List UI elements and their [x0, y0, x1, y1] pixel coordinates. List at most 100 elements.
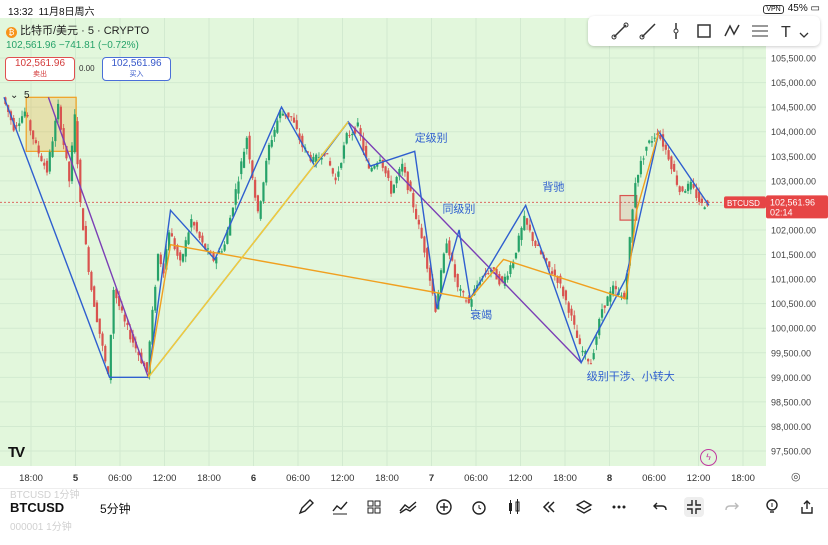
candle-body — [337, 171, 340, 177]
price-tick-label: 100,000.00 — [771, 324, 816, 334]
candle-body — [595, 336, 598, 345]
candle-body — [315, 154, 318, 164]
candle-body — [395, 176, 398, 184]
candle-body — [348, 135, 351, 137]
fib-tool-icon[interactable] — [750, 21, 770, 41]
svg-text:T: T — [781, 24, 791, 41]
candle-body — [492, 267, 495, 270]
pen-icon[interactable] — [296, 497, 316, 517]
candle-body — [642, 158, 645, 160]
candle-body — [359, 128, 362, 137]
candle-body — [129, 329, 132, 340]
candle-body — [648, 140, 651, 143]
redo-icon[interactable] — [722, 497, 742, 517]
chevron-down-icon[interactable] — [798, 21, 810, 41]
share-icon[interactable] — [797, 497, 817, 517]
fullscreen-exit-icon[interactable] — [684, 497, 704, 517]
candle-body — [434, 295, 437, 312]
candle-body — [115, 288, 118, 299]
candle-body — [240, 161, 243, 175]
candle-body — [661, 134, 665, 147]
candle-body — [686, 183, 690, 191]
candle-body — [678, 186, 681, 193]
templates-icon[interactable] — [364, 497, 384, 517]
undo-icon[interactable] — [650, 497, 670, 517]
candle-body — [684, 190, 687, 193]
candle-body — [204, 243, 207, 250]
buy-price: 102,561.96 — [111, 58, 162, 69]
symbol-selector[interactable]: BTCUSD — [10, 500, 65, 515]
candle-body — [148, 341, 151, 376]
candle-body — [26, 114, 29, 117]
candle-body — [131, 334, 135, 343]
candle-body — [523, 215, 526, 231]
candle-body — [517, 235, 520, 252]
symbol-badge-label: BTCUSD — [727, 199, 760, 208]
candle-body — [256, 195, 260, 212]
ray-tool-icon[interactable] — [638, 21, 658, 41]
candle-body — [512, 261, 515, 268]
ideas-bulb-icon[interactable] — [762, 497, 782, 517]
candle-body — [628, 237, 631, 266]
add-icon[interactable] — [434, 497, 454, 517]
candle-body — [609, 291, 612, 302]
trend-line-tool-icon[interactable] — [610, 21, 630, 41]
candle-body — [212, 252, 215, 261]
candle-body — [575, 330, 579, 338]
indicator-count: 5 — [23, 90, 30, 101]
time-tick-label: 6 — [251, 473, 256, 484]
candle-body — [606, 296, 609, 306]
path-tool-icon[interactable] — [722, 21, 742, 41]
candle-body — [573, 315, 576, 325]
price-tick-label: 99,000.00 — [771, 373, 811, 383]
candle-body — [570, 308, 573, 316]
candle-body — [445, 243, 448, 253]
vertical-line-tool-icon[interactable] — [666, 21, 686, 41]
candle-body — [456, 273, 459, 288]
chart-area[interactable]: 定级别 同级别 背驰 衰竭 级别干涉、小转大 BTCUSD — [0, 18, 766, 466]
candle-body — [545, 258, 548, 261]
candle-body — [195, 222, 198, 232]
candle-body — [414, 208, 418, 219]
candle-body — [279, 110, 282, 119]
candle-body — [226, 229, 229, 244]
replay-icon[interactable] — [539, 497, 559, 517]
candles-icon[interactable] — [504, 497, 524, 517]
candle-body — [298, 133, 301, 141]
candle-body — [667, 150, 670, 160]
candle-body — [503, 276, 506, 286]
buy-button[interactable]: 102,561.96 买入 — [102, 57, 171, 81]
spread-value: 0.00 — [79, 64, 95, 73]
indicator-toggle[interactable]: ⌄ 5 — [10, 90, 30, 101]
lightning-icon[interactable]: ϟ — [700, 449, 717, 466]
symbol-header[interactable]: ₿ 比特币/美元 · 5 · CRYPTO — [6, 22, 149, 38]
time-axis[interactable]: 18:00 5 06:00 12:00 18:00 6 06:00 12:00 18:00 7 06… — [0, 466, 828, 488]
compare-icon[interactable] — [398, 497, 418, 517]
alert-clock-icon[interactable] — [469, 497, 489, 517]
blue-segment-line — [3, 97, 710, 378]
candle-body — [90, 271, 93, 291]
price-tick-label: 98,000.00 — [771, 422, 811, 432]
candle-body — [442, 253, 445, 273]
candle-body — [145, 362, 149, 373]
rectangle-tool-icon[interactable] — [694, 21, 714, 41]
annotation-a1: 定级别 — [415, 131, 448, 145]
candle-body — [412, 193, 415, 208]
candle-body — [134, 341, 137, 349]
settings-icon[interactable]: ◎ — [791, 471, 801, 483]
indicators-icon[interactable] — [330, 497, 350, 517]
price-axis[interactable]: 105,500.00 105,000.00 104,500.00 104,000.00… — [766, 18, 828, 466]
layers-icon[interactable] — [574, 497, 594, 517]
sell-button[interactable]: 102,561.96 卖出 — [5, 57, 75, 81]
text-tool-icon[interactable]: T — [778, 21, 798, 41]
more-icon[interactable] — [609, 497, 629, 517]
candle-body — [95, 302, 99, 323]
time-tick-label: 7 — [429, 473, 434, 484]
candle-body — [578, 338, 581, 345]
interval-selector[interactable]: 5分钟 — [100, 502, 131, 516]
candle-body — [420, 227, 423, 239]
candle-body — [301, 135, 304, 148]
price-tick-label: 105,000.00 — [771, 78, 816, 88]
candle-body — [553, 269, 556, 276]
